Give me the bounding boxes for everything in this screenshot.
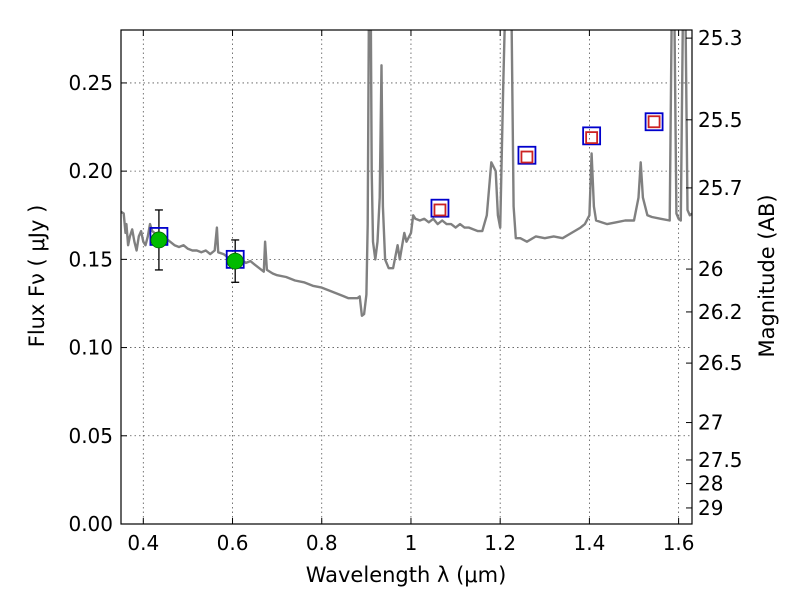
observed-point xyxy=(150,231,168,249)
plot-frame xyxy=(120,29,693,525)
x-axis-label: Wavelength λ (μm) xyxy=(306,563,507,587)
observed-point xyxy=(226,252,244,270)
predicted-point-square xyxy=(585,131,599,145)
predicted-point-square xyxy=(520,150,534,164)
photometry-points xyxy=(149,112,664,283)
spectrum-line xyxy=(121,30,692,317)
y-tick-label: 0.15 xyxy=(68,247,113,271)
right-tick-label: 27 xyxy=(698,411,723,435)
model-point-square xyxy=(644,112,664,132)
predicted-point-square xyxy=(433,203,447,217)
x-axis-ticks: 0.4 0.6 0.8 1 1.2 1.4 1.6 xyxy=(127,30,695,555)
model-point-square xyxy=(517,145,537,165)
x-tick-label: 0.6 xyxy=(217,531,249,555)
right-tick-label: 26.2 xyxy=(698,300,743,324)
model-spectrum xyxy=(121,30,692,317)
x-tick-label: 1.4 xyxy=(573,531,605,555)
grid-lines xyxy=(121,30,692,524)
y-tick-label: 0.25 xyxy=(68,71,113,95)
predicted-point-square xyxy=(647,115,661,129)
x-tick-label: 0.4 xyxy=(127,531,159,555)
right-tick-label: 28 xyxy=(698,472,723,496)
right-tick-label: 29 xyxy=(698,496,723,520)
y-tick-label: 0.20 xyxy=(68,159,113,183)
y-axis-label: Flux Fν ( μJy ) xyxy=(25,205,49,348)
x-tick-label: 1.2 xyxy=(484,531,516,555)
y-tick-label: 0.00 xyxy=(68,512,113,536)
y-axis-ticks: 0.00 0.05 0.10 0.15 0.20 0.25 xyxy=(68,71,127,536)
right-tick-label: 26.5 xyxy=(698,351,743,375)
right-tick-label: 25.7 xyxy=(698,176,743,200)
x-tick-label: 1 xyxy=(405,531,418,555)
x-tick-label: 1.6 xyxy=(663,531,695,555)
right-tick-label: 27.5 xyxy=(698,448,743,472)
x-tick-label: 0.8 xyxy=(306,531,338,555)
y-tick-label: 0.10 xyxy=(68,336,113,360)
right-axis-label: Magnitude (AB) xyxy=(755,194,779,357)
model-point-square xyxy=(430,198,450,218)
right-tick-label: 25.3 xyxy=(698,26,743,50)
model-point-square xyxy=(582,126,602,146)
right-tick-label: 26 xyxy=(698,257,723,281)
right-tick-label: 25.5 xyxy=(698,108,743,132)
y-tick-label: 0.05 xyxy=(68,424,113,448)
